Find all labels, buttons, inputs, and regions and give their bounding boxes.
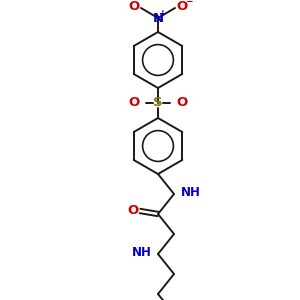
Text: O: O xyxy=(128,0,140,13)
Text: S: S xyxy=(153,97,163,110)
Text: O: O xyxy=(128,203,139,217)
Text: NH: NH xyxy=(132,247,152,260)
Text: NH: NH xyxy=(181,185,201,199)
Text: O: O xyxy=(176,0,188,13)
Text: N: N xyxy=(152,11,164,25)
Text: +: + xyxy=(159,8,166,17)
Text: O: O xyxy=(176,97,188,110)
Text: O: O xyxy=(128,97,140,110)
Text: −: − xyxy=(185,0,193,5)
